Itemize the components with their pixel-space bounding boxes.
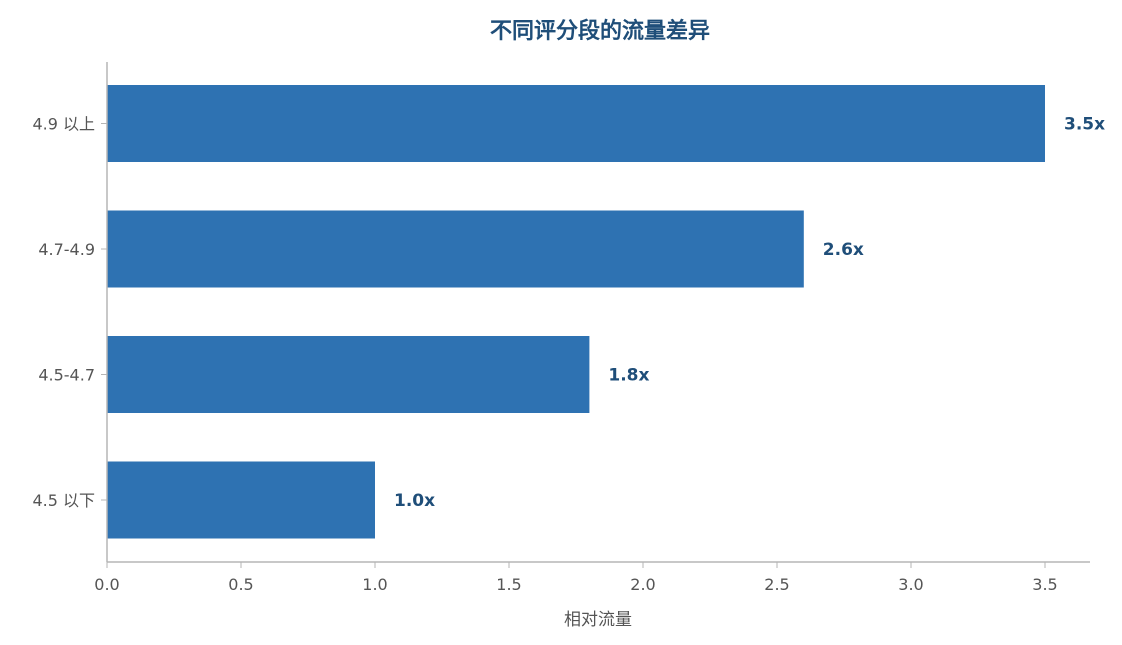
y-tick-label-3: 4.5 以下: [32, 491, 95, 510]
x-tick-label-0: 0.0: [94, 575, 119, 594]
bar-3: [107, 461, 375, 539]
bar-1: [107, 210, 804, 288]
x-tick-label-7: 3.5: [1032, 575, 1057, 594]
data-label-1: 2.6x: [823, 240, 864, 260]
data-label-0: 3.5x: [1064, 115, 1105, 135]
x-tick-label-4: 2.0: [630, 575, 655, 594]
x-tick-label-2: 1.0: [362, 575, 387, 594]
y-tick-label-0: 4.9 以上: [32, 115, 95, 134]
y-tick-label-2: 4.5-4.7: [38, 366, 95, 385]
x-tick-label-5: 2.5: [764, 575, 789, 594]
x-tick-label-6: 3.0: [898, 575, 923, 594]
x-axis-label: 相对流量: [564, 610, 632, 630]
axes-layer: 4.9 以上 4.7-4.9 4.5-4.7 4.5 以下 0.0 0.5 1.0 1.5 2.…: [32, 62, 1090, 594]
chart-title: 不同评分段的流量差异: [490, 18, 710, 44]
y-tick-label-1: 4.7-4.9: [38, 240, 95, 259]
data-label-3: 1.0x: [394, 491, 435, 511]
bar-2: [107, 336, 590, 413]
x-tick-label-1: 0.5: [228, 575, 253, 594]
bars-layer: 3.5x 2.6x 1.8x 1.0x: [107, 85, 1105, 539]
bar-0: [107, 85, 1045, 162]
x-tick-label-3: 1.5: [496, 575, 521, 594]
data-label-2: 1.8x: [608, 366, 649, 386]
